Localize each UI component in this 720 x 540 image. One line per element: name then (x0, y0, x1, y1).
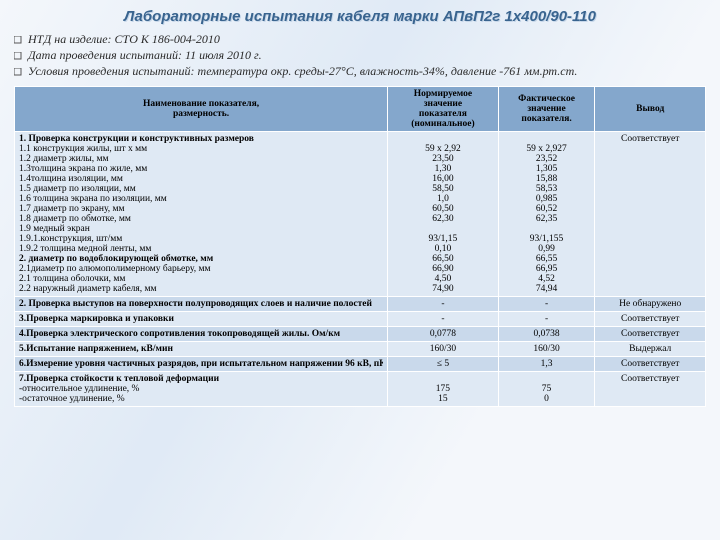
table-row: 5.Испытание напряжением, кВ/мин160/30160… (15, 341, 706, 356)
col-header: Наименование показателя,размерность. (15, 86, 388, 131)
param-name-cell: 4.Проверка электрического сопротивления … (15, 326, 388, 341)
result-cell: Соответствует (595, 131, 706, 296)
table-row: 4.Проверка электрического сопротивления … (15, 326, 706, 341)
value-cell: 750 (498, 371, 595, 406)
param-name-cell: 3.Проверка маркировка и упаковки (15, 311, 388, 326)
result-cell: Соответствует (595, 371, 706, 406)
value-cell: 1,3 (498, 356, 595, 371)
result-cell: Соответствует (595, 326, 706, 341)
result-cell: Соответствует (595, 311, 706, 326)
param-name-cell: 6.Измерение уровня частичных разрядов, п… (15, 356, 388, 371)
param-name-cell: 5.Испытание напряжением, кВ/мин (15, 341, 388, 356)
value-cell: 160/30 (498, 341, 595, 356)
meta-block: НТД на изделие: СТО К 186-004-2010 Дата … (14, 31, 706, 80)
value-cell: ≤ 5 (388, 356, 499, 371)
value-cell: - (388, 296, 499, 311)
col-header: Вывод (595, 86, 706, 131)
table-row: 6.Измерение уровня частичных разрядов, п… (15, 356, 706, 371)
meta-line: Условия проведения испытаний: температур… (28, 64, 577, 78)
result-cell: Соответствует (595, 356, 706, 371)
col-header: Фактическоезначениепоказателя. (498, 86, 595, 131)
result-cell: Выдержал (595, 341, 706, 356)
value-cell: 59 х 2,9223,501,3016,0058,501,060,5062,3… (388, 131, 499, 296)
result-cell: Не обнаружено (595, 296, 706, 311)
param-name-cell: 2. Проверка выступов на поверхности полу… (15, 296, 388, 311)
param-name-cell: 7.Проверка стойкости к тепловой деформац… (15, 371, 388, 406)
page-title: Лабораторные испытания кабеля марки АПвП… (14, 8, 706, 25)
table-row: 3.Проверка маркировка и упаковки--Соотве… (15, 311, 706, 326)
table-row: 1. Проверка конструкции и конструктивных… (15, 131, 706, 296)
value-cell: 0,0738 (498, 326, 595, 341)
value-cell: - (388, 311, 499, 326)
meta-line: Дата проведения испытаний: 11 июля 2010 … (28, 48, 262, 62)
table-row: 7.Проверка стойкости к тепловой деформац… (15, 371, 706, 406)
value-cell: - (498, 311, 595, 326)
meta-line: НТД на изделие: СТО К 186-004-2010 (28, 32, 220, 46)
value-cell: 0,0778 (388, 326, 499, 341)
param-name-cell: 1. Проверка конструкции и конструктивных… (15, 131, 388, 296)
value-cell: 17515 (388, 371, 499, 406)
value-cell: - (498, 296, 595, 311)
table-row: 2. Проверка выступов на поверхности полу… (15, 296, 706, 311)
col-header: Нормируемоезначениепоказателя (номинальн… (388, 86, 499, 131)
results-table: Наименование показателя,размерность. Нор… (14, 86, 706, 407)
value-cell: 160/30 (388, 341, 499, 356)
value-cell: 59 х 2,92723,521,30515,8858,530,98560,52… (498, 131, 595, 296)
